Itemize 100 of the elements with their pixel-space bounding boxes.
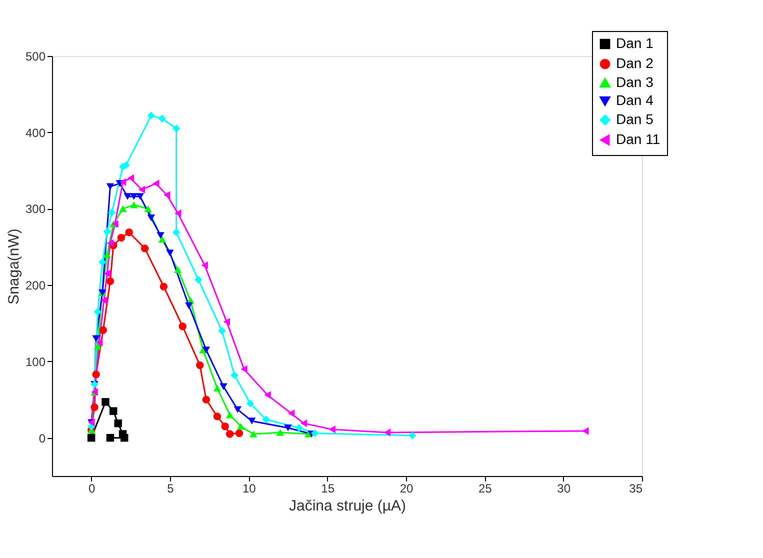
x-axis-title: Jačina struje (µA)	[288, 498, 406, 514]
point	[230, 371, 238, 380]
point	[92, 370, 100, 378]
point	[90, 403, 98, 412]
point	[158, 236, 166, 243]
point	[235, 429, 244, 438]
point	[202, 396, 210, 404]
point	[166, 250, 174, 256]
point	[140, 244, 149, 252]
point	[130, 202, 138, 208]
point	[152, 180, 160, 188]
point	[194, 276, 202, 284]
point	[158, 114, 166, 122]
point	[408, 432, 416, 440]
x-tick-label: 10	[242, 482, 256, 496]
point	[94, 342, 102, 350]
point	[236, 423, 245, 430]
point	[276, 429, 284, 436]
point	[240, 365, 248, 373]
point	[103, 251, 111, 258]
legend-label: Dan 2	[616, 55, 654, 71]
point	[202, 346, 210, 354]
legend-label: Dan 4	[616, 92, 654, 108]
point	[172, 124, 180, 132]
point	[102, 398, 110, 406]
point	[96, 338, 103, 346]
point	[310, 429, 319, 438]
point	[226, 412, 234, 418]
x-tick-label: 15	[321, 482, 335, 496]
point	[125, 228, 133, 236]
point	[106, 277, 114, 286]
point	[136, 193, 144, 200]
y-axis-title: Snaga(nW)	[5, 228, 22, 304]
point	[185, 302, 193, 310]
point	[174, 209, 182, 218]
point	[117, 234, 126, 242]
point	[218, 327, 226, 335]
point	[144, 205, 152, 212]
point	[196, 361, 204, 370]
point	[295, 424, 303, 432]
point	[220, 383, 228, 390]
point	[264, 391, 271, 399]
x-tick-label: 25	[478, 482, 492, 496]
point	[147, 214, 155, 222]
point	[118, 205, 127, 212]
point	[108, 208, 116, 216]
x-tick-label: 0	[88, 482, 96, 496]
point	[213, 384, 222, 392]
point	[246, 400, 254, 408]
legend-label: Dan 5	[616, 111, 654, 127]
point	[124, 193, 132, 200]
legend-label: Dan 1	[616, 35, 654, 51]
point	[174, 266, 182, 274]
point	[288, 410, 294, 418]
y-tick-label: 300	[25, 202, 46, 216]
point	[147, 112, 155, 120]
point	[100, 296, 108, 304]
point	[262, 416, 270, 424]
point	[98, 258, 106, 266]
point	[106, 183, 114, 190]
point	[328, 426, 336, 434]
point	[156, 232, 164, 239]
point	[94, 308, 102, 316]
point	[92, 335, 100, 342]
y-tick-label: 400	[25, 126, 46, 140]
point	[384, 428, 390, 436]
point	[213, 412, 222, 420]
point	[119, 178, 126, 186]
point	[106, 434, 114, 442]
point	[221, 422, 229, 430]
legend-label: Dan 3	[616, 74, 654, 90]
point	[178, 322, 186, 330]
point	[250, 430, 258, 438]
point	[201, 261, 208, 270]
point	[130, 193, 138, 200]
point	[160, 282, 168, 290]
point	[114, 419, 122, 428]
y-tick-label: 200	[25, 278, 46, 293]
point	[104, 270, 110, 278]
point	[223, 318, 230, 326]
x-tick-label: 35	[629, 482, 643, 496]
x-tick-label: 30	[557, 482, 571, 496]
point	[226, 430, 234, 438]
x-tick-label: 20	[400, 482, 414, 496]
point	[120, 434, 128, 442]
point	[127, 174, 134, 182]
point	[300, 419, 308, 428]
legend-label: Dan 11	[616, 131, 660, 147]
x-tick-label: 5	[167, 482, 174, 496]
point	[248, 418, 256, 424]
y-tick-label: 500	[25, 50, 46, 64]
point	[284, 424, 292, 432]
point	[99, 326, 108, 334]
point	[112, 220, 118, 228]
point	[172, 228, 180, 236]
point	[87, 434, 96, 442]
y-tick-label: 100	[25, 354, 46, 369]
point	[103, 228, 111, 236]
point	[138, 186, 146, 194]
point	[164, 191, 170, 199]
